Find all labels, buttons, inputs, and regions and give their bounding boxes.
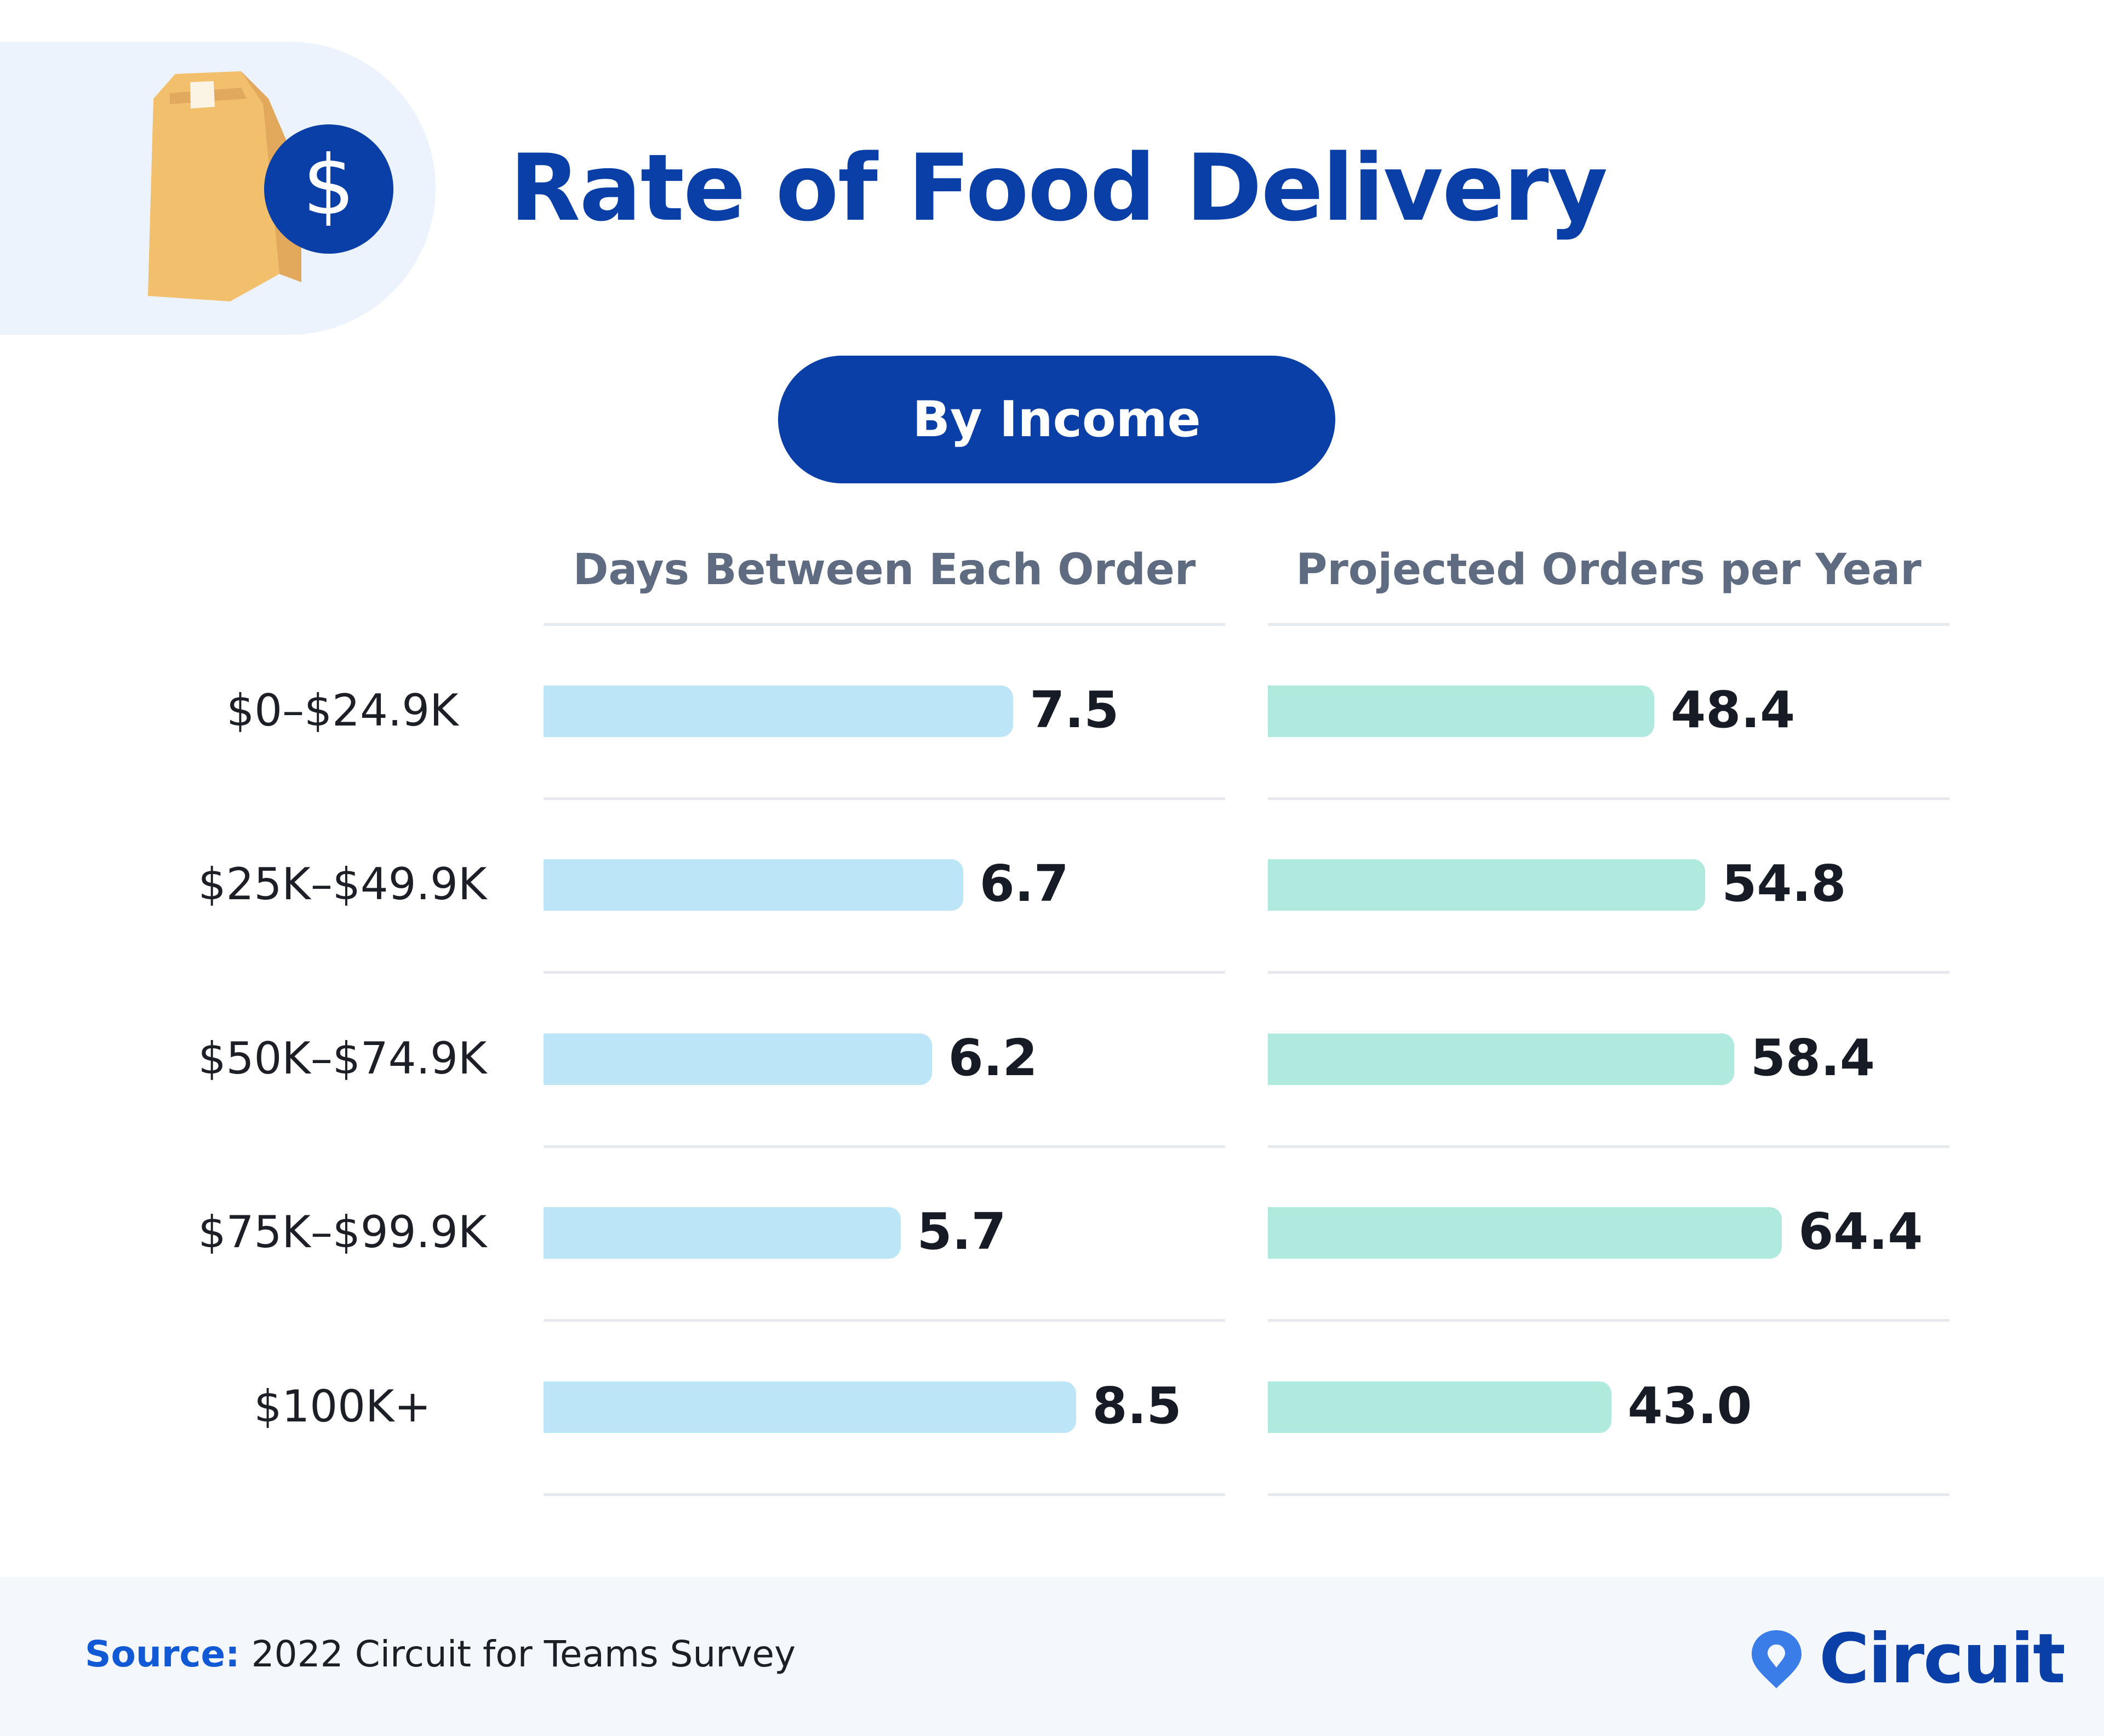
days-bar (544, 1381, 1076, 1433)
days-bar (544, 1207, 901, 1259)
row-divider (1268, 1319, 1949, 1322)
days-bar (544, 859, 963, 911)
orders-bar (1268, 859, 1706, 911)
row-divider (1268, 623, 1949, 626)
orders-bar (1268, 685, 1655, 737)
orders-bar (1268, 1381, 1611, 1433)
row-divider (544, 623, 1225, 626)
source-text: 2022 Circuit for Teams Survey (239, 1633, 796, 1675)
row-divider (544, 797, 1225, 800)
row-divider (544, 1493, 1225, 1496)
orders-value-label: 54.8 (1722, 854, 1846, 913)
row-divider (1268, 971, 1949, 974)
circuit-logo: Circuit (1751, 1619, 2066, 1699)
days-value-label: 7.5 (1030, 680, 1119, 739)
svg-text:$: $ (302, 138, 355, 233)
map-pin-icon (1752, 1630, 1802, 1688)
chart-title: Rate of Food Delivery (510, 134, 1608, 242)
days-value-label: 6.2 (948, 1028, 1038, 1087)
orders-value-label: 43.0 (1627, 1376, 1752, 1435)
row-label: $50K–$74.9K (198, 1032, 487, 1084)
days-bar (544, 685, 1014, 737)
brand-name: Circuit (1819, 1619, 2066, 1699)
row-label: $75K–$99.9K (198, 1207, 487, 1258)
days-bar (544, 1033, 932, 1085)
days-value-label: 8.5 (1092, 1376, 1182, 1435)
row-divider (1268, 1145, 1949, 1148)
orders-value-label: 64.4 (1798, 1202, 1923, 1261)
paper-bag-dollar-icon: $ (148, 71, 393, 301)
source-label: Source: (85, 1633, 240, 1675)
orders-bar (1268, 1207, 1782, 1259)
row-label: $25K–$49.9K (198, 859, 487, 910)
column-header-orders: Projected Orders per Year (1296, 545, 1922, 595)
days-value-label: 6.7 (979, 854, 1069, 913)
row-divider (1268, 1493, 1949, 1496)
row-label: $0–$24.9K (226, 684, 459, 736)
column-header-days: Days Between Each Order (573, 545, 1196, 595)
orders-bar (1268, 1033, 1734, 1085)
row-divider (544, 1145, 1225, 1148)
row-label: $100K+ (254, 1380, 431, 1432)
source-note: Source: 2022 Circuit for Teams Survey (85, 1633, 796, 1675)
by-income-pill: By Income (778, 356, 1335, 483)
orders-value-label: 58.4 (1750, 1028, 1875, 1087)
row-divider (1268, 797, 1949, 800)
row-divider (544, 1319, 1225, 1322)
row-divider (544, 971, 1225, 974)
orders-value-label: 48.4 (1671, 680, 1796, 739)
days-value-label: 5.7 (917, 1202, 1007, 1261)
